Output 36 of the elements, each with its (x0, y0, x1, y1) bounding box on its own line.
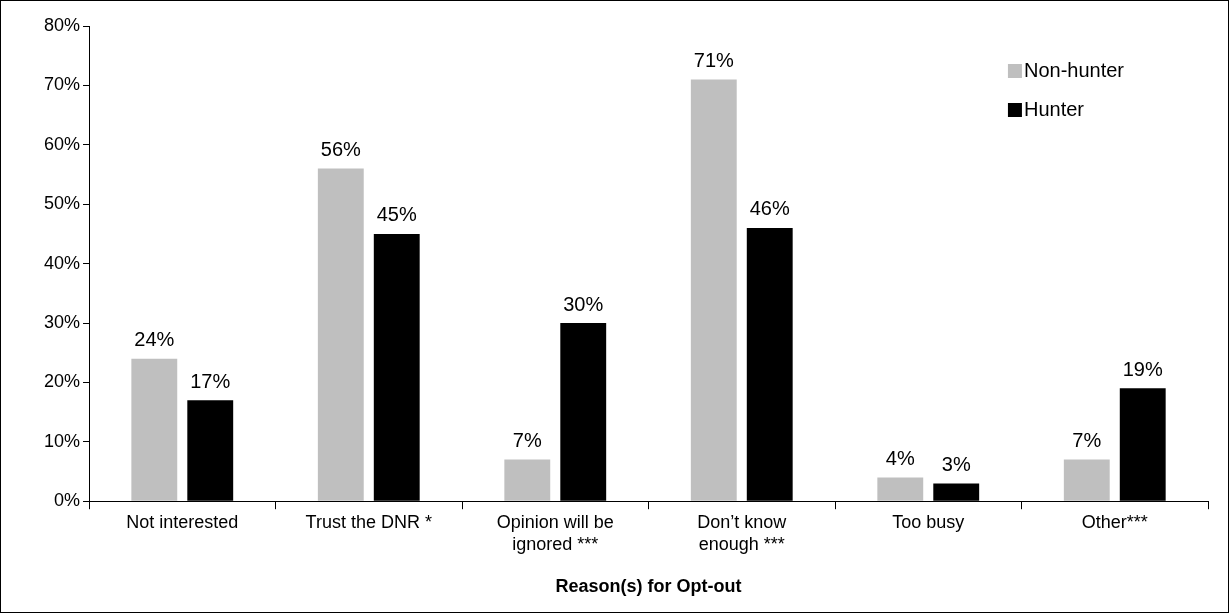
data-label: 56% (320, 138, 362, 161)
y-tick-label: 60% (44, 133, 81, 154)
y-tick-label: 80% (44, 14, 81, 35)
data-label: 4% (885, 446, 915, 469)
data-label: 24% (134, 328, 175, 351)
y-tick-label: 10% (44, 430, 81, 451)
data-label: 45% (376, 203, 417, 226)
x-tick-label: Don’t know enough *** (697, 511, 788, 554)
y-tick-label: 0% (54, 490, 81, 511)
y-tick-label: 50% (44, 193, 81, 214)
data-label: 71% (693, 48, 735, 71)
x-tick-label: Too busy (892, 511, 965, 532)
y-tick-label: 30% (44, 311, 81, 332)
y-tick-label: 20% (44, 371, 81, 392)
data-label: 30% (563, 292, 604, 315)
legend-label: Non-hunter (1023, 58, 1125, 81)
data-label: 7% (1072, 429, 1102, 452)
data-label: 7% (512, 429, 542, 452)
bar (317, 168, 364, 501)
data-label: 19% (1122, 357, 1163, 380)
x-axis-title: Reason(s) for Opt-out (555, 576, 742, 597)
y-tick-label: 70% (44, 74, 81, 95)
data-label: 17% (190, 369, 231, 392)
x-tick-label: Trust the DNR * (305, 511, 432, 532)
data-label: 3% (941, 452, 971, 475)
data-label: 46% (749, 197, 790, 220)
y-tick-label: 40% (44, 252, 81, 273)
x-tick-label: Not interested (126, 511, 239, 532)
legend-label: Hunter (1023, 97, 1085, 120)
bar (131, 358, 178, 501)
bar (1063, 459, 1110, 501)
bar (877, 477, 924, 501)
bar (504, 459, 551, 501)
bar (690, 79, 737, 501)
x-tick-label: Opinion will be ignored *** (496, 511, 614, 554)
x-tick-label: Other*** (1081, 511, 1148, 532)
